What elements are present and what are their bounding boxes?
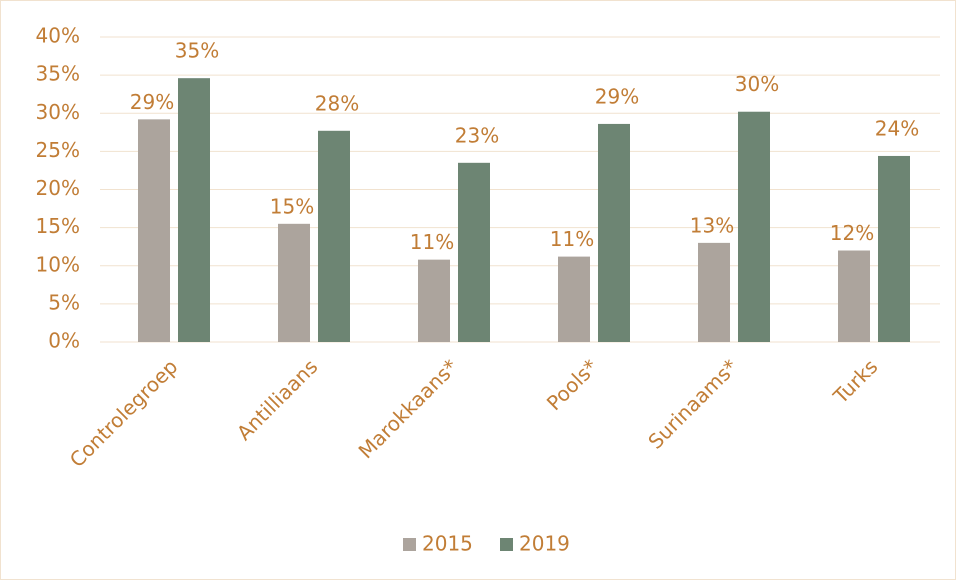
data-label: 15% — [270, 194, 314, 218]
legend-swatch — [403, 538, 416, 551]
bar — [278, 223, 310, 342]
data-label: 11% — [550, 227, 594, 251]
bar — [318, 130, 350, 342]
bar — [838, 250, 870, 342]
bar — [458, 162, 490, 342]
data-label: 11% — [410, 230, 454, 254]
y-tick-label: 20% — [36, 176, 80, 200]
y-tick-label: 30% — [36, 100, 80, 124]
bar — [178, 78, 210, 343]
legend-swatch — [500, 538, 513, 551]
y-tick-label: 0% — [48, 329, 80, 353]
data-label: 28% — [315, 91, 359, 115]
bar — [558, 256, 590, 342]
bar — [598, 123, 630, 342]
legend-label: 2015 — [422, 532, 473, 556]
y-tick-label: 15% — [36, 214, 80, 238]
data-label: 23% — [455, 123, 499, 147]
bar — [138, 119, 170, 342]
y-tick-label: 35% — [36, 62, 80, 86]
y-tick-label: 10% — [36, 252, 80, 276]
data-label: 13% — [690, 213, 734, 237]
data-label: 35% — [175, 39, 219, 63]
y-tick-label: 40% — [36, 24, 80, 48]
data-label: 29% — [130, 90, 174, 114]
legend-label: 2019 — [519, 532, 570, 556]
y-tick-label: 25% — [36, 138, 80, 162]
data-label: 12% — [830, 221, 874, 245]
data-label: 24% — [875, 116, 919, 140]
bar — [738, 111, 770, 342]
data-label: 30% — [735, 72, 779, 96]
bar — [698, 242, 730, 342]
data-label: 29% — [595, 84, 639, 108]
y-tick-label: 5% — [48, 290, 80, 314]
bar — [878, 155, 910, 342]
bar — [418, 259, 450, 342]
